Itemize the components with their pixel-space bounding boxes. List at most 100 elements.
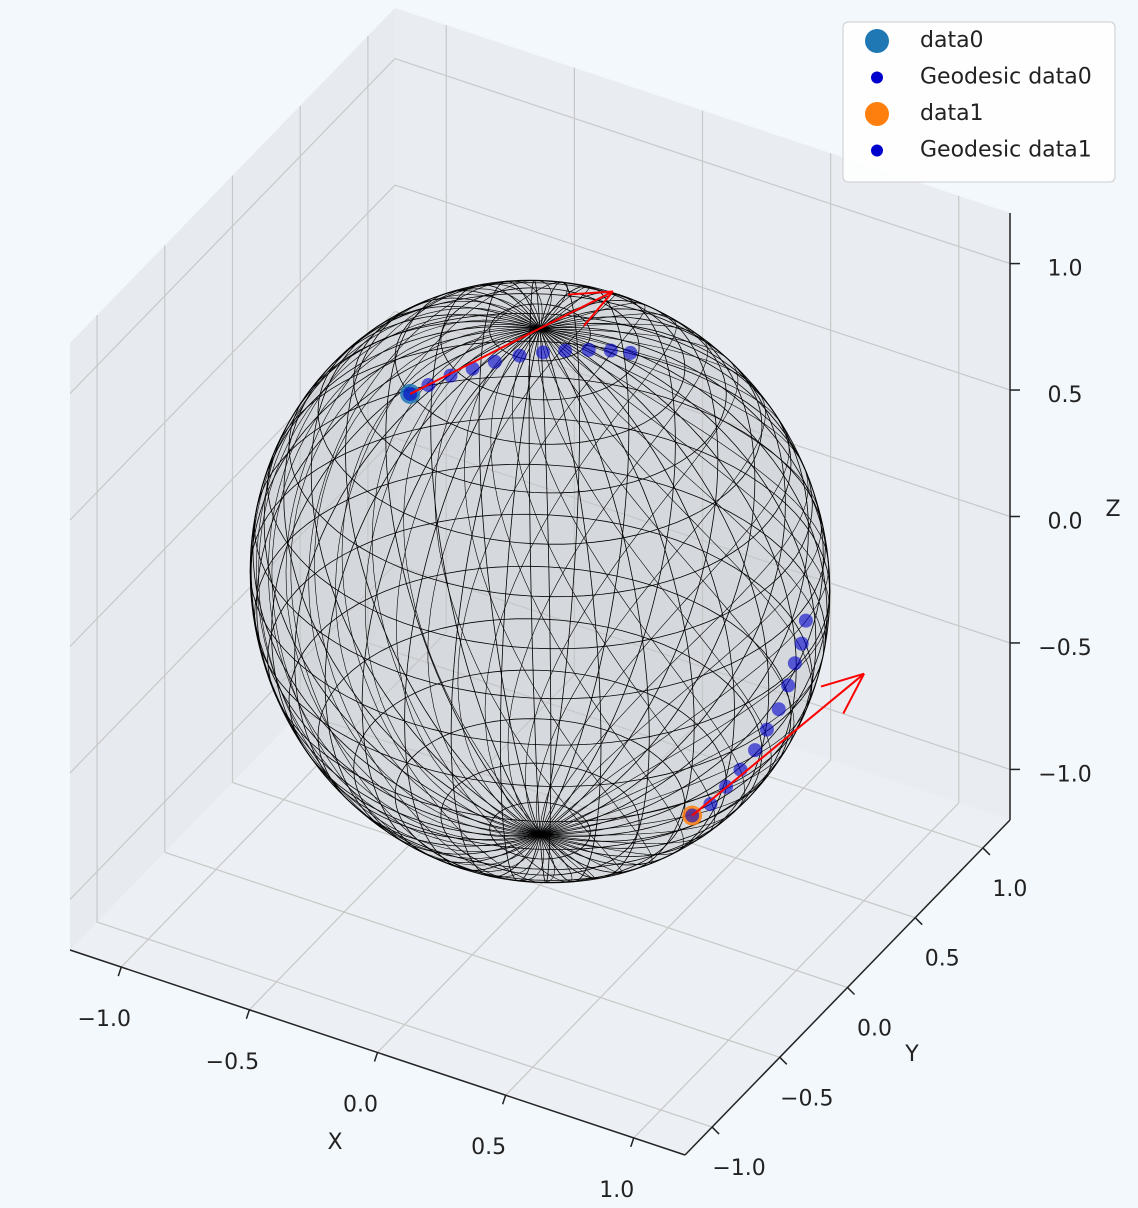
y-tick-label: 1.0 bbox=[992, 877, 1027, 902]
geodesic-point bbox=[581, 342, 596, 357]
legend-label: data0 bbox=[920, 28, 984, 53]
x-tick-label: 0.5 bbox=[471, 1135, 506, 1160]
y-tick-label: −1.0 bbox=[712, 1156, 765, 1181]
wireframe-diagonal bbox=[308, 280, 543, 836]
axes: −1.0 −0.5 0.0 0.5 1.0 −1.0 −0.5 0.0 0.5 1.0 −1.0 −0… bbox=[69, 213, 1092, 1203]
geodesic-point bbox=[603, 343, 618, 358]
wireframe-parallel bbox=[267, 340, 813, 650]
legend-box bbox=[842, 21, 1116, 183]
legend-marker bbox=[871, 144, 883, 157]
wireframe-diagonal bbox=[464, 328, 653, 866]
wireframe-diagonal bbox=[490, 328, 684, 856]
y-tick-label: −0.5 bbox=[780, 1086, 833, 1111]
geodesic-point bbox=[781, 678, 796, 693]
x-tick bbox=[245, 1009, 251, 1020]
grid-line bbox=[69, 58, 396, 395]
z-tick-label: 0.0 bbox=[1048, 510, 1083, 535]
wireframe-parallel bbox=[267, 513, 813, 823]
vector-shaft bbox=[409, 290, 614, 395]
wireframe-diagonal bbox=[251, 307, 541, 859]
y-tick-label: 0.0 bbox=[857, 1017, 892, 1042]
legend-label: data1 bbox=[920, 101, 984, 126]
wireframe-diagonal bbox=[434, 328, 623, 874]
geodesic-point bbox=[794, 636, 809, 651]
x-tick bbox=[630, 1137, 635, 1148]
wireframe-diagonal bbox=[512, 328, 716, 845]
vector-head bbox=[820, 672, 865, 688]
x-axis-label: X bbox=[327, 1130, 342, 1155]
legend-marker bbox=[865, 102, 889, 126]
wireframe-parallel bbox=[440, 762, 640, 876]
grid-line bbox=[232, 781, 848, 989]
wireframe-parallel bbox=[489, 801, 591, 860]
grid-line bbox=[164, 851, 780, 1058]
wireframe-diagonal bbox=[539, 328, 822, 835]
marks bbox=[400, 290, 865, 826]
geodesic-point bbox=[771, 702, 786, 717]
geodesic-point bbox=[759, 722, 774, 737]
y-tick bbox=[982, 847, 991, 856]
wireframe-diagonal bbox=[539, 328, 824, 835]
grid-line bbox=[394, 184, 1011, 391]
grid-line bbox=[96, 921, 713, 1128]
x-tick-label: −1.0 bbox=[78, 1007, 131, 1032]
wireframe-diagonal bbox=[341, 328, 555, 883]
wireframe-diagonal bbox=[403, 328, 596, 880]
wireframe-parallel bbox=[489, 303, 591, 362]
wireframe-diagonal bbox=[535, 328, 766, 835]
wireframe-parallel bbox=[394, 280, 686, 445]
geodesic-point bbox=[748, 743, 762, 758]
z-axis-label: Z bbox=[1105, 497, 1120, 522]
geodesic-point bbox=[536, 345, 551, 360]
y-tick bbox=[846, 986, 856, 996]
wireframe-diagonal bbox=[290, 324, 541, 878]
wireframe-parallel bbox=[249, 417, 831, 746]
y-axis-label: Y bbox=[904, 1042, 919, 1067]
legend: data0 Geodesic data0 data1 Geodesic data1 bbox=[842, 21, 1116, 183]
wireframe-parallel bbox=[353, 669, 727, 881]
wireframe-parallel bbox=[317, 618, 763, 870]
wireframe-diagonal bbox=[364, 281, 568, 835]
geodesic-point bbox=[487, 354, 502, 369]
x-tick bbox=[501, 1094, 507, 1105]
grid-line bbox=[69, 184, 396, 521]
vector-head bbox=[842, 673, 865, 715]
y-tick bbox=[711, 1126, 720, 1135]
z-tick-label: −0.5 bbox=[1038, 636, 1091, 661]
geodesic-point bbox=[703, 797, 718, 812]
z-tick-label: 0.5 bbox=[1048, 383, 1083, 408]
legend-marker bbox=[865, 29, 889, 53]
wireframe-diagonal bbox=[427, 293, 616, 835]
legend-label: Geodesic data0 bbox=[920, 65, 1092, 90]
wireframe-diagonal bbox=[271, 319, 541, 872]
y-tick-label: 0.5 bbox=[925, 947, 960, 972]
legend-label: Geodesic data1 bbox=[920, 138, 1092, 163]
wireframe-diagonal bbox=[396, 286, 590, 835]
wireframe-diagonal bbox=[285, 283, 541, 838]
geodesic-point bbox=[512, 348, 527, 363]
geodesic-point bbox=[623, 345, 638, 360]
grid-line bbox=[394, 58, 1011, 265]
x-tick-label: 1.0 bbox=[599, 1178, 634, 1203]
wireframe-diagonal bbox=[539, 328, 795, 835]
wireframe-parallel bbox=[288, 312, 792, 598]
wireframe-diagonal bbox=[335, 279, 552, 835]
wireframe-diagonal bbox=[539, 328, 830, 835]
vector-head bbox=[583, 290, 614, 327]
geodesic-point bbox=[787, 656, 802, 671]
geodesic-point bbox=[798, 613, 813, 628]
wireframe-parallel bbox=[440, 287, 640, 401]
wireframe-diagonal bbox=[314, 327, 545, 882]
wireframe-diagonal bbox=[268, 288, 541, 841]
x-tick bbox=[373, 1052, 379, 1062]
wireframe-diagonal bbox=[507, 323, 709, 835]
vector-head bbox=[567, 290, 614, 296]
wireframe-diagonal bbox=[539, 328, 790, 835]
wireframe-diagonal bbox=[525, 328, 739, 835]
y-tick bbox=[779, 1056, 788, 1065]
x-tick-label: −0.5 bbox=[206, 1050, 259, 1075]
x-tick-label: 0.0 bbox=[343, 1093, 378, 1118]
x-tick bbox=[117, 966, 122, 977]
